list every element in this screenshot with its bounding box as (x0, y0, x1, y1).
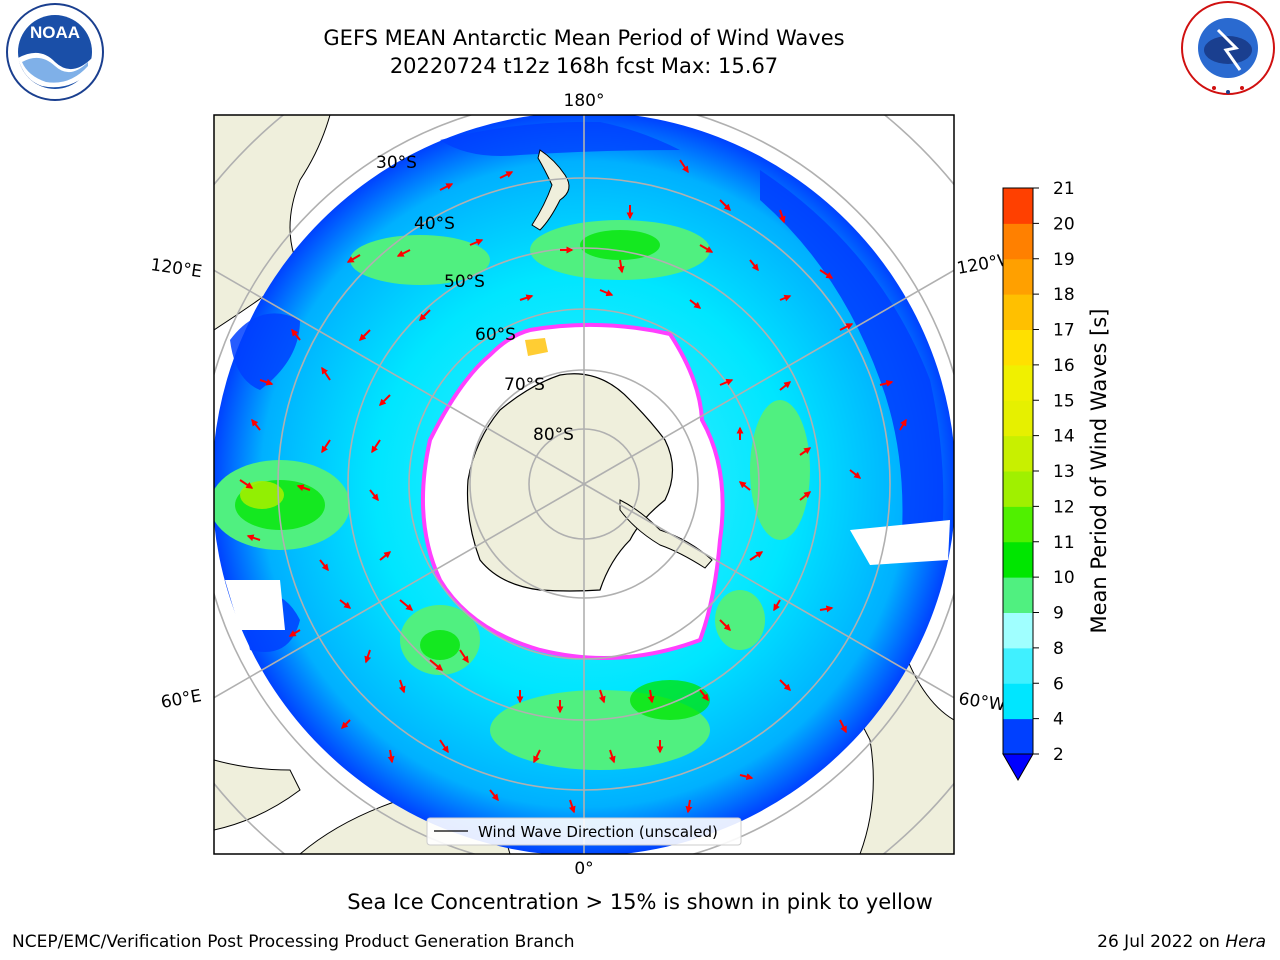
nws-logo (1181, 1, 1275, 95)
colorbar-swatch (1003, 647, 1033, 684)
wind-direction-arrows (239, 159, 907, 814)
meridian-label-180: 180° (564, 91, 605, 111)
legend-label: Wind Wave Direction (unscaled) (478, 823, 718, 841)
colorbar-tick-label: 14 (1053, 427, 1075, 447)
colorbar-label: Mean Period of Wind Waves [s] (1087, 309, 1111, 634)
colorbar-tick-label: 2 (1053, 745, 1064, 765)
credit-date-text: 26 Jul 2022 on (1097, 932, 1226, 952)
colorbar-tick-label: 21 (1053, 179, 1075, 199)
latitude-label-80s: 80°S (533, 425, 574, 445)
colorbar-tick-label: 13 (1053, 462, 1075, 482)
noaa-logo-text: NOAA (30, 23, 80, 42)
chart-subtitle: 20220724 t12z 168h fcst Max: 15.67 (389, 54, 779, 78)
credit-date: 26 Jul 2022 on Hera (1097, 932, 1266, 952)
colorbar-tick-label: 9 (1053, 604, 1064, 624)
meridian-label-120e: 120°E (149, 255, 203, 282)
colorbar-tick-label: 10 (1053, 568, 1075, 588)
colorbar-swatch (1003, 683, 1033, 720)
colorbar-swatch (1003, 718, 1033, 755)
credit-branch: NCEP/EMC/Verification Post Processing Pr… (12, 932, 575, 952)
colorbar-tick-label: 11 (1053, 533, 1075, 553)
colorbar-tick-label: 12 (1053, 497, 1075, 517)
colorbar-tick-label: 19 (1053, 250, 1075, 270)
map-frame (213, 114, 955, 855)
latitude-label-60s: 60°S (475, 325, 516, 345)
meridian-lines (214, 115, 954, 854)
colorbar-swatch (1003, 541, 1033, 578)
colorbar-swatch (1003, 329, 1033, 366)
colorbar-tick-label: 6 (1053, 674, 1064, 694)
noaa-logo: NOAA (6, 3, 104, 101)
map-legend: Wind Wave Direction (unscaled) (426, 817, 742, 846)
colorbar: 2 4 6 8 9 10 11 12 13 14 15 16 17 18 19 20 21 Mean Perio… (1002, 179, 1111, 782)
colorbar-tick-label: 17 (1053, 321, 1075, 341)
colorbar-swatch (1003, 435, 1033, 472)
chart-title: GEFS MEAN Antarctic Mean Period of Wind … (323, 26, 845, 50)
colorbar-swatch (1003, 258, 1033, 295)
colorbar-swatch (1003, 223, 1033, 260)
colorbar-swatch (1003, 471, 1033, 507)
credit-host: Hera (1225, 932, 1266, 952)
latitude-label-50s: 50°S (444, 272, 485, 292)
meridian-label-60w: 60°W (957, 689, 1006, 715)
colorbar-swatch (1003, 364, 1033, 401)
colorbar-tick-label: 8 (1053, 639, 1064, 659)
latitude-label-30s: 30°S (376, 153, 417, 173)
colorbar-swatch (1003, 506, 1033, 543)
colorbar-swatch (1003, 577, 1033, 613)
colorbar-swatch (1003, 188, 1033, 224)
colorbar-swatch (1003, 294, 1033, 330)
sea-ice-note: Sea Ice Concentration > 15% is shown in … (347, 890, 933, 914)
colorbar-tick-label: 16 (1053, 356, 1075, 376)
meridian-label-60e: 60°E (159, 686, 203, 713)
meridian-label-0: 0° (574, 859, 593, 879)
colorbar-swatch (1003, 400, 1033, 437)
colorbar-tick-label: 18 (1053, 285, 1075, 305)
latitude-label-40s: 40°S (414, 214, 455, 234)
colorbar-tick-label: 4 (1053, 710, 1064, 730)
colorbar-swatch (1003, 612, 1033, 649)
latitude-label-70s: 70°S (504, 375, 545, 395)
colorbar-tick-label: 15 (1053, 391, 1075, 411)
colorbar-tick-label: 20 (1053, 214, 1075, 234)
